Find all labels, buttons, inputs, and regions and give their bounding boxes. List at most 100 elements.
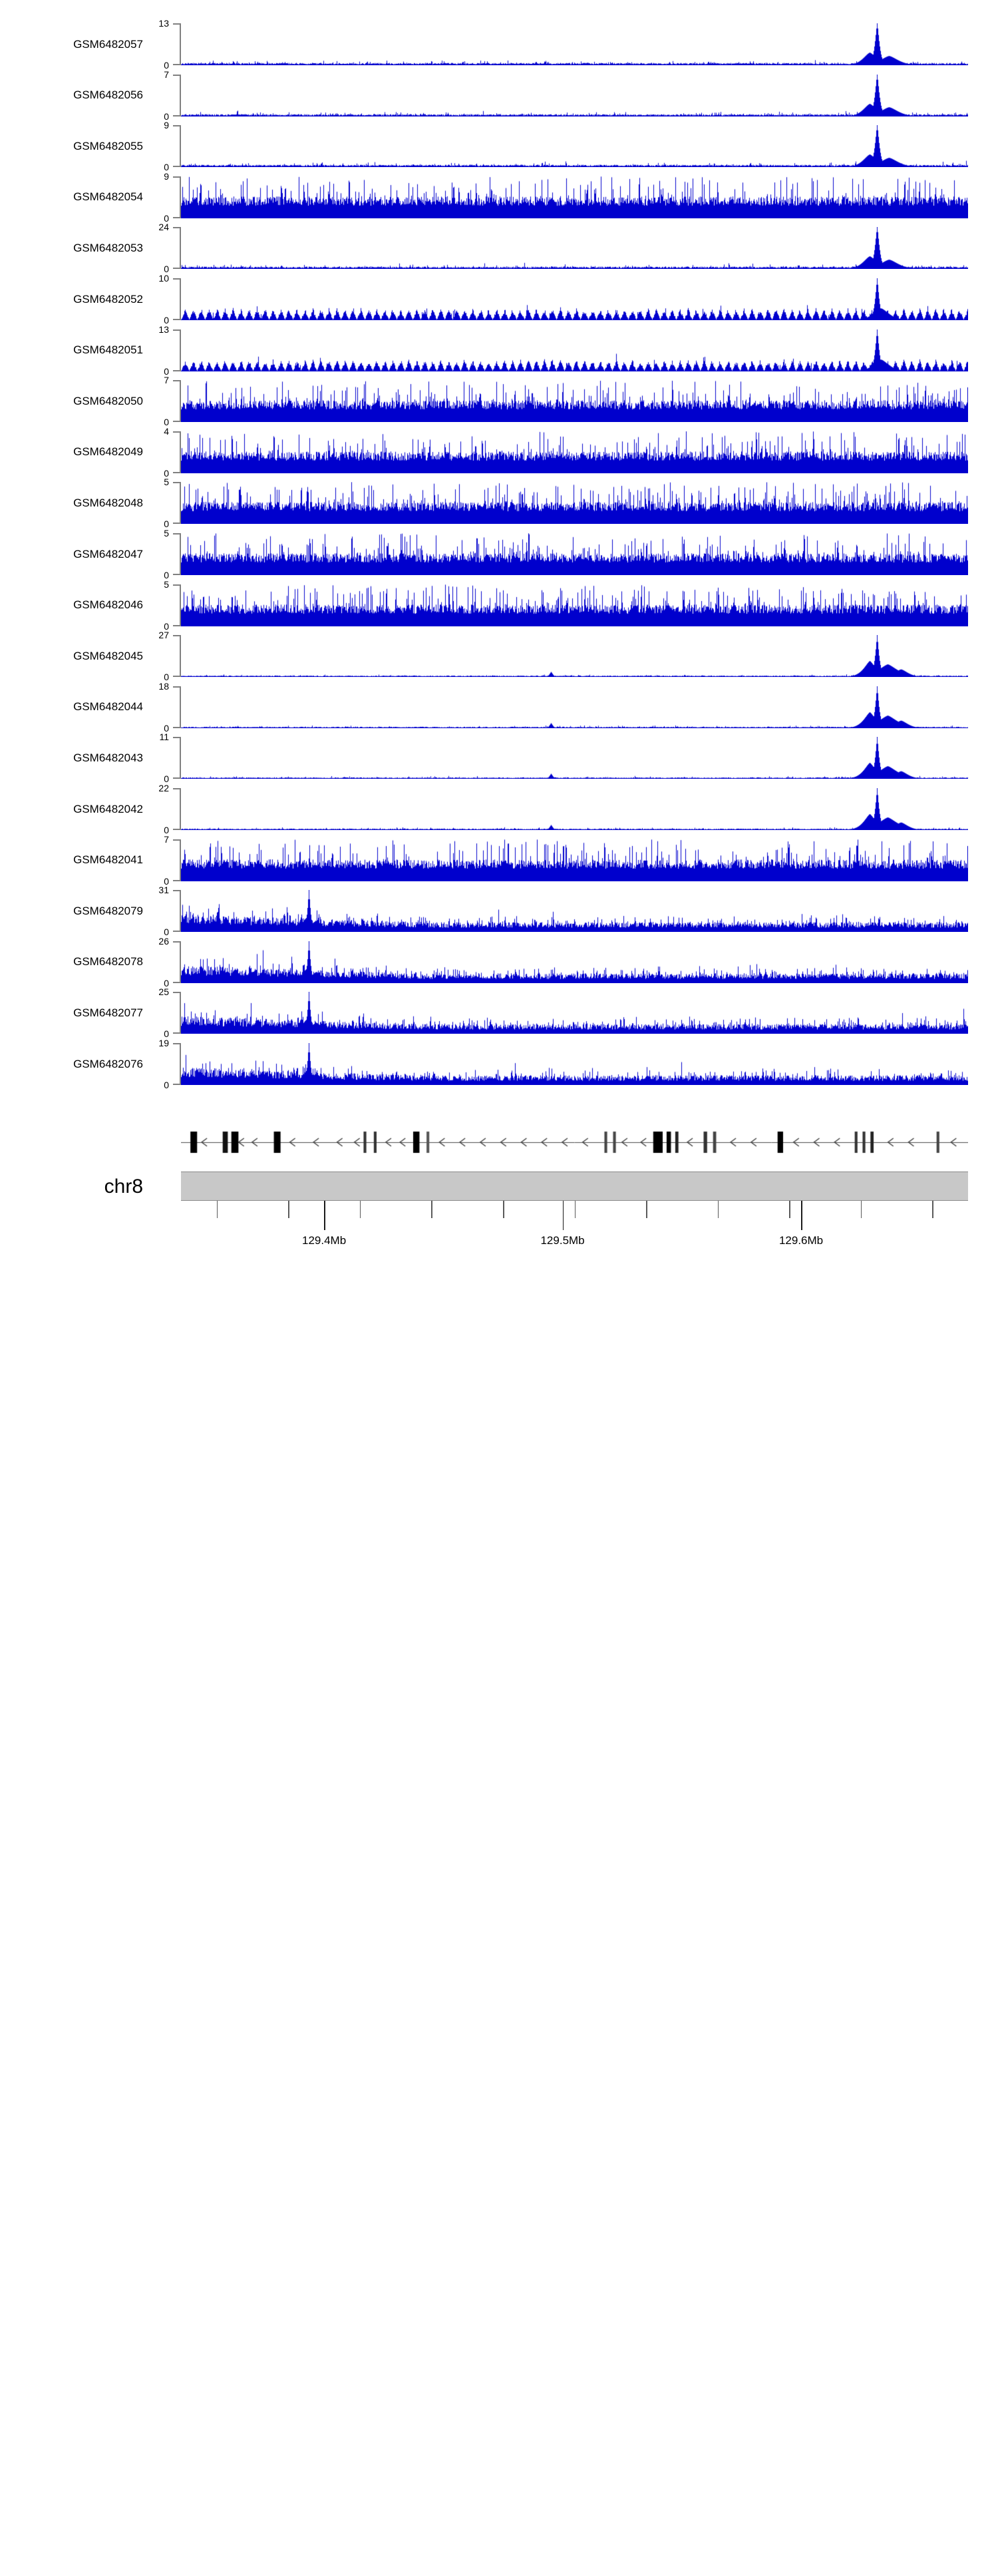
track-y-axis: 19 0 bbox=[143, 1038, 181, 1090]
y-axis-min-label: 0 bbox=[164, 875, 169, 887]
y-tick-mark bbox=[173, 431, 181, 433]
y-tick-mark bbox=[173, 23, 181, 25]
track-y-axis: 13 0 bbox=[143, 18, 181, 71]
y-tick-mark bbox=[173, 737, 181, 739]
coverage-canvas bbox=[181, 380, 968, 423]
coverage-plot-area bbox=[181, 227, 968, 270]
y-axis-min-label: 0 bbox=[164, 977, 169, 988]
y-axis-line bbox=[180, 788, 181, 830]
y-axis-line bbox=[180, 176, 181, 218]
coverage-track: GSM6482054 9 0 bbox=[0, 171, 998, 224]
y-axis-min-label: 0 bbox=[164, 212, 169, 224]
coverage-canvas bbox=[181, 737, 968, 779]
coverage-canvas bbox=[181, 278, 968, 320]
y-axis-line bbox=[180, 584, 181, 626]
y-axis-min-label: 0 bbox=[164, 927, 169, 938]
y-axis-max-label: 10 bbox=[158, 273, 169, 284]
track-sample-label: GSM6482077 bbox=[73, 1006, 143, 1019]
y-tick-mark bbox=[173, 1032, 181, 1034]
coverage-plot-area bbox=[181, 737, 968, 779]
coverage-canvas bbox=[181, 125, 968, 168]
track-y-axis: 26 0 bbox=[143, 936, 181, 988]
y-axis-max-label: 13 bbox=[158, 323, 169, 335]
coverage-canvas bbox=[181, 23, 968, 65]
y-tick-mark bbox=[173, 1084, 181, 1085]
y-tick-mark bbox=[173, 941, 181, 943]
y-tick-mark bbox=[173, 1043, 181, 1044]
track-sample-label: GSM6482055 bbox=[73, 139, 143, 152]
coverage-track: GSM6482052 10 0 bbox=[0, 273, 998, 325]
y-tick-mark bbox=[173, 676, 181, 678]
coverage-track: GSM6482045 27 0 bbox=[0, 630, 998, 682]
y-axis-line bbox=[180, 74, 181, 116]
y-tick-mark bbox=[173, 114, 181, 116]
track-sample-label: GSM6482049 bbox=[73, 445, 143, 459]
coverage-plot-area bbox=[181, 686, 968, 728]
coverage-track: GSM6482042 22 0 bbox=[0, 783, 998, 835]
coverage-track: GSM6482053 24 0 bbox=[0, 222, 998, 274]
y-axis-line bbox=[180, 125, 181, 168]
coverage-track: GSM6482048 5 0 bbox=[0, 477, 998, 529]
gene-model-canvas bbox=[181, 1119, 968, 1160]
track-y-axis: 10 0 bbox=[143, 273, 181, 325]
y-tick-mark bbox=[173, 319, 181, 320]
coverage-track: GSM6482076 19 0 bbox=[0, 1038, 998, 1090]
coverage-plot-area bbox=[181, 176, 968, 218]
y-axis-min-label: 0 bbox=[164, 315, 169, 325]
coverage-canvas bbox=[181, 992, 968, 1034]
y-axis-line bbox=[180, 431, 181, 473]
y-axis-line bbox=[180, 533, 181, 575]
y-axis-max-label: 24 bbox=[158, 222, 169, 233]
coverage-plot-area bbox=[181, 329, 968, 371]
y-axis-line bbox=[180, 329, 181, 371]
track-y-axis: 22 0 bbox=[143, 783, 181, 835]
coverage-plot-area bbox=[181, 125, 968, 168]
coverage-plot-area bbox=[181, 788, 968, 830]
y-tick-mark bbox=[173, 227, 181, 229]
track-y-axis: 24 0 bbox=[143, 222, 181, 274]
y-axis-line bbox=[180, 278, 181, 320]
y-axis-max-label: 7 bbox=[164, 375, 169, 386]
y-axis-max-label: 25 bbox=[158, 986, 169, 998]
y-axis-min-label: 0 bbox=[164, 570, 169, 580]
y-axis-max-label: 26 bbox=[158, 935, 169, 947]
y-tick-mark bbox=[173, 216, 181, 218]
coverage-track: GSM6482077 25 0 bbox=[0, 986, 998, 1039]
track-sample-label: GSM6482045 bbox=[73, 649, 143, 662]
y-axis-max-label: 19 bbox=[158, 1038, 169, 1048]
coverage-track: GSM6482049 4 0 bbox=[0, 426, 998, 479]
y-axis-min-label: 0 bbox=[164, 467, 169, 479]
coverage-plot-area bbox=[181, 74, 968, 116]
y-tick-mark bbox=[173, 624, 181, 626]
y-axis-max-label: 5 bbox=[164, 477, 169, 488]
track-sample-label: GSM6482051 bbox=[73, 343, 143, 357]
track-y-axis: 31 0 bbox=[143, 885, 181, 937]
y-axis-max-label: 9 bbox=[164, 120, 169, 131]
y-tick-mark bbox=[173, 777, 181, 779]
track-sample-label: GSM6482050 bbox=[73, 394, 143, 407]
y-axis-min-label: 0 bbox=[164, 722, 169, 734]
coverage-canvas bbox=[181, 686, 968, 728]
y-tick-mark bbox=[173, 788, 181, 789]
coverage-plot-area bbox=[181, 23, 968, 65]
track-sample-label: GSM6482076 bbox=[73, 1057, 143, 1070]
coverage-track: GSM6482079 31 0 bbox=[0, 885, 998, 937]
track-sample-label: GSM6482048 bbox=[73, 496, 143, 509]
y-axis-min-label: 0 bbox=[164, 365, 169, 377]
y-axis-min-label: 0 bbox=[164, 264, 169, 275]
y-axis-line bbox=[180, 839, 181, 881]
y-axis-line bbox=[180, 635, 181, 678]
coverage-track: GSM6482056 7 0 bbox=[0, 69, 998, 122]
y-tick-mark bbox=[173, 574, 181, 575]
coverage-plot-area bbox=[181, 1043, 968, 1085]
genome-axis-minor-tick bbox=[502, 1200, 504, 1218]
y-axis-min-label: 0 bbox=[164, 110, 169, 122]
genome-axis-ticks: 129.4Mb 129.5Mb 129.6Mb bbox=[181, 1200, 968, 1247]
coverage-plot-area bbox=[181, 635, 968, 678]
track-y-axis: 13 0 bbox=[143, 324, 181, 377]
y-tick-mark bbox=[173, 268, 181, 270]
track-sample-label: GSM6482054 bbox=[73, 190, 143, 204]
